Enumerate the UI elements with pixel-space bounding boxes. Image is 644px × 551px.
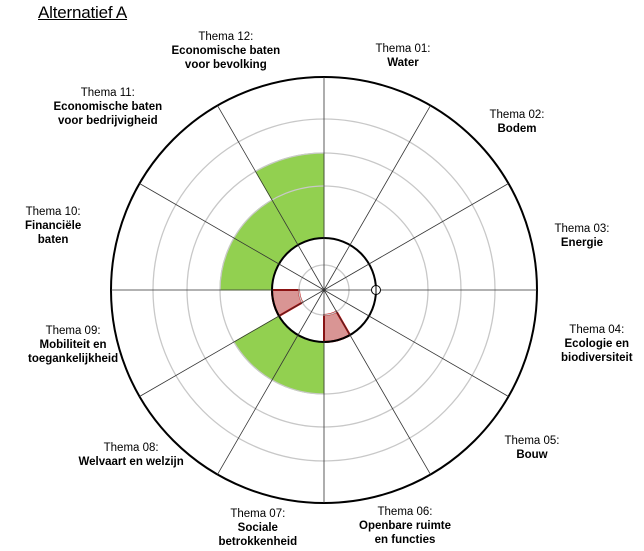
theme-name: Bouw (516, 449, 548, 461)
spoke-6 (323, 289, 431, 475)
theme-number: Thema 08: (103, 442, 159, 454)
theme-name: Financiële baten (25, 220, 82, 246)
theme-number: Thema 05: (504, 435, 560, 447)
theme-number: Thema 02: (489, 109, 545, 121)
theme-number: Thema 06: (377, 506, 433, 518)
theme-name: Energie (560, 237, 604, 249)
theme-name: Bodem (497, 123, 537, 135)
theme-number: Thema 07: (230, 508, 286, 520)
theme-number: Thema 04: (569, 324, 625, 336)
theme-label-05: Thema 05: Bouw (505, 434, 560, 462)
theme-number: Thema 09: (45, 325, 101, 337)
theme-label-03: Thema 03: Energie (555, 222, 610, 250)
theme-label-02: Thema 02: Bodem (490, 108, 545, 136)
spoke-9 (139, 289, 325, 397)
theme-name: Openbare ruimte en functies (359, 520, 452, 546)
spoke-2 (323, 105, 431, 291)
theme-number: Thema 11: (80, 87, 135, 99)
theme-number: Thema 12: (198, 31, 254, 43)
theme-label-07: Thema 07: Sociale betrokkenheid (219, 507, 298, 549)
theme-name: Welvaart en welzijn (78, 456, 184, 468)
theme-name: Economische baten voor bedrijvigheid (53, 101, 163, 127)
theme-label-06: Thema 06: Openbare ruimte en functies (359, 505, 451, 547)
chart-title: Alternatief A (38, 3, 128, 22)
theme-number: Thema 10: (25, 206, 81, 218)
theme-name: Economische baten voor bevolking (171, 45, 281, 71)
spoke-5 (323, 289, 509, 397)
spoke-11 (139, 183, 325, 291)
theme-label-11: Thema 11: Economische baten voor bedrijvi… (54, 86, 163, 128)
theme-label-04: Thema 04: Ecologie en biodiversiteit (561, 323, 633, 365)
theme-label-08: Thema 08: Welvaart en welzijn (79, 441, 184, 469)
theme-label-01: Thema 01: Water (376, 42, 431, 70)
theme-number: Thema 01: (375, 43, 431, 55)
theme-name: Water (387, 57, 419, 69)
theme-label-10: Thema 10: Financiële baten (25, 205, 81, 247)
theme-name: Sociale betrokkenheid (218, 522, 298, 548)
spoke-3 (323, 183, 509, 291)
spoke-8 (217, 289, 325, 475)
theme-number: Thema 03: (554, 223, 610, 235)
theme-label-09: Thema 09: Mobiliteit en toegankelijkheid (28, 324, 118, 366)
spoke-12 (217, 105, 325, 291)
theme-name: Ecologie en biodiversiteit (561, 338, 633, 364)
theme-name: Mobiliteit en toegankelijkheid (28, 339, 119, 365)
theme-label-12: Thema 12: Economische baten voor bevolkin… (172, 30, 281, 72)
